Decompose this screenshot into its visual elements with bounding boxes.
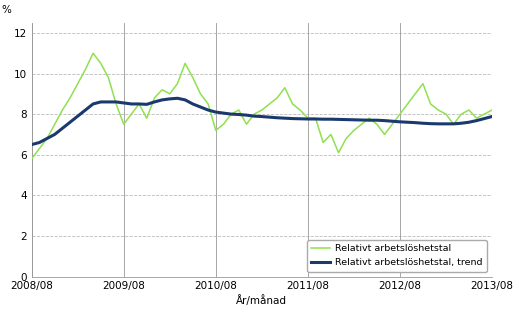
Legend: Relativt arbetslöshetstal, Relativt arbetslöshetstal, trend: Relativt arbetslöshetstal, Relativt arbe… — [307, 240, 487, 272]
X-axis label: År/månad: År/månad — [236, 295, 288, 306]
Text: %: % — [2, 5, 11, 15]
